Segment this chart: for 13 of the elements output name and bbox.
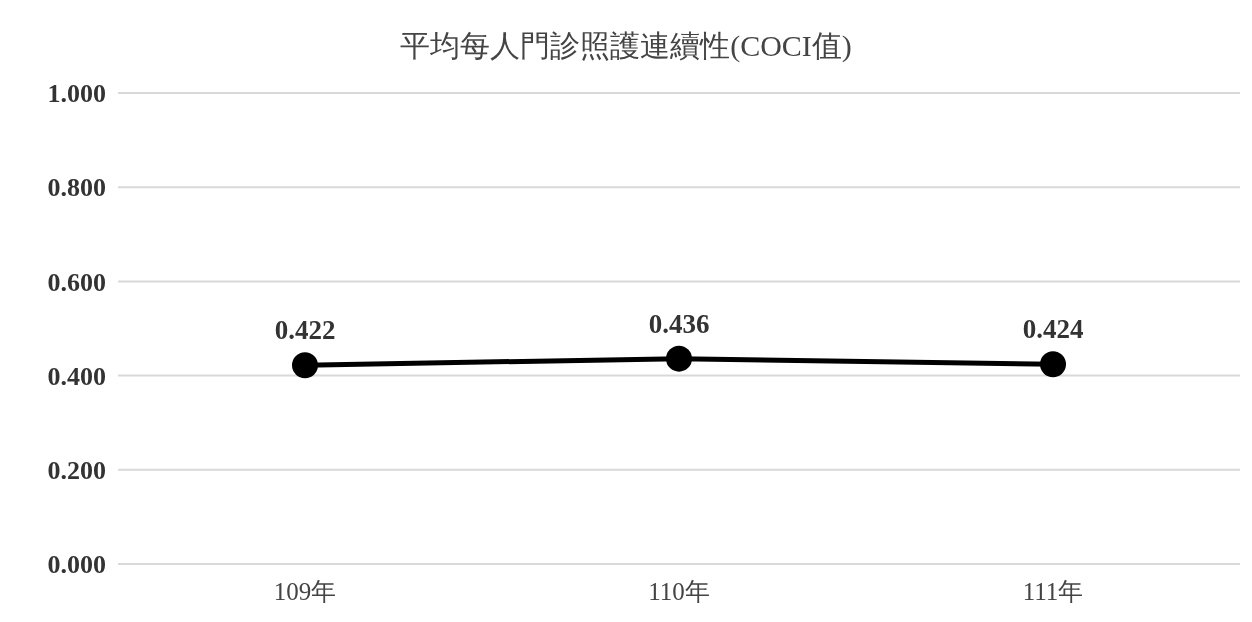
y-tick-label: 1.000 bbox=[47, 79, 106, 109]
y-tick-label: 0.400 bbox=[47, 361, 106, 391]
chart-title: 平均每人門診照護連續性(COCI值) bbox=[399, 28, 853, 64]
data-label: 0.436 bbox=[648, 308, 710, 339]
y-tick-label: 0.600 bbox=[47, 267, 106, 297]
y-tick-label: 0.800 bbox=[47, 173, 106, 203]
data-label: 0.424 bbox=[1022, 314, 1084, 345]
x-tick-label: 111年 bbox=[1022, 577, 1084, 605]
y-tick-label: 0.200 bbox=[47, 456, 106, 486]
data-label: 0.422 bbox=[274, 315, 336, 346]
y-tick-label: 0.000 bbox=[47, 550, 106, 580]
x-tick-label: 110年 bbox=[648, 577, 710, 605]
x-tick-label: 109年 bbox=[273, 577, 337, 605]
